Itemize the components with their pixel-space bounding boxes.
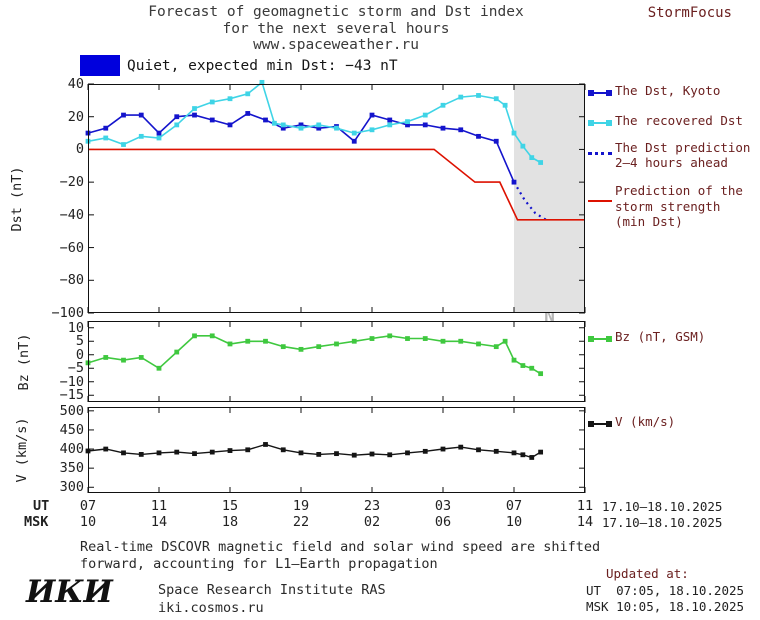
y-tick-label: 20 — [67, 108, 84, 125]
msk-tick-label: 06 — [434, 514, 452, 530]
axis-ticks — [87, 83, 586, 314]
legend-storm-line2: storm strength — [615, 199, 721, 214]
axis-ticks — [87, 321, 586, 402]
y-tick-label: 40 — [67, 76, 84, 92]
recovered-dst-legend-swatch — [588, 119, 612, 127]
v-legend-swatch — [588, 420, 612, 428]
y-tick-label: −10 — [59, 373, 84, 390]
footer-note-line1: Real-time DSCOVR magnetic field and sola… — [80, 539, 601, 555]
y-tick-label: 350 — [59, 460, 84, 477]
msk-tick-label: 14 — [150, 514, 168, 530]
msk-date-range: 17.10–18.10.2025 — [602, 515, 723, 530]
panel-border — [88, 321, 585, 402]
page-title: Forecast of geomagnetic storm and Dst in… — [106, 4, 566, 54]
ut-tick-label: 19 — [292, 498, 310, 514]
msk-tick-label: 02 — [363, 514, 381, 530]
legend-storm-line3: (min Dst) — [615, 214, 683, 229]
legend-dst-prediction-line2: 2–4 hours ahead — [615, 155, 728, 170]
y-tick-label: 10 — [67, 319, 84, 336]
legend-v: V (km/s) — [615, 414, 676, 429]
msk-tick-label: 22 — [292, 514, 310, 530]
y-tick-label: −80 — [59, 272, 84, 289]
v-axis-label: V (km/s) — [14, 417, 30, 483]
msk-tick-label: 14 — [576, 514, 594, 530]
legend-dst-kyoto: The Dst, Kyoto — [615, 83, 721, 98]
msk-tick-label: 18 — [221, 514, 239, 530]
title-line-2: for the next several hours — [222, 20, 450, 37]
axis-ticks — [87, 407, 586, 493]
y-tick-label: 0 — [75, 346, 84, 363]
series-solar-wind-speed — [85, 442, 544, 460]
dst-axis-label: Dst (nT) — [9, 166, 25, 232]
brand-label: StormFocus — [647, 5, 732, 21]
footer-note-line2: forward, accounting for L1–Earth propaga… — [80, 556, 438, 572]
updated-msk: MSK 10:05, 18.10.2025 — [586, 599, 745, 614]
title-line-1: Forecast of geomagnetic storm and Dst in… — [148, 4, 524, 20]
panel-border — [88, 84, 585, 313]
msk-tick-label: 10 — [79, 514, 97, 530]
bz-legend-swatch — [588, 335, 612, 343]
series-recovered-dst — [85, 79, 544, 165]
msk-tick-label: 10 — [505, 514, 523, 530]
dst-kyoto-legend-swatch — [588, 89, 612, 97]
y-tick-label: −40 — [59, 206, 84, 223]
iki-logo: ИКИ — [26, 574, 113, 610]
ut-tick-label: 23 — [363, 498, 381, 514]
ut-tick-label: 07 — [79, 498, 97, 514]
y-tick-label: 0 — [75, 141, 84, 158]
ut-tick-label: 03 — [434, 498, 452, 514]
y-tick-label: −15 — [59, 387, 84, 404]
ut-date-range: 17.10–18.10.2025 — [602, 499, 723, 514]
institute-site: iki.cosmos.ru — [158, 600, 264, 616]
panel-bz — [85, 321, 586, 402]
updated-ut: UT 07:05, 18.10.2025 — [586, 583, 745, 598]
title-line-3: www.spaceweather.ru — [253, 37, 419, 53]
quiet-status-swatch — [80, 55, 120, 76]
series-bz-gsm — [85, 333, 544, 377]
legend-storm-line1: Prediction of the — [615, 183, 743, 198]
y-tick-label: 5 — [75, 333, 84, 350]
y-tick-label: −60 — [59, 239, 84, 256]
ut-axis-prefix: UT — [33, 498, 50, 514]
bz-axis-label: Bz (nT) — [16, 333, 32, 391]
dst-prediction-legend-swatch — [588, 149, 612, 157]
msk-axis-prefix: MSK — [24, 514, 49, 530]
y-tick-label: 400 — [59, 441, 84, 458]
ut-tick-label: 11 — [150, 498, 168, 514]
legend-dst-prediction-line1: The Dst prediction — [615, 140, 751, 155]
ut-tick-label: 15 — [221, 498, 239, 514]
panel-dst — [85, 79, 586, 314]
legend-bz: Bz (nT, GSM) — [615, 329, 706, 344]
quiet-status-text: Quiet, expected min Dst: −43 nT — [127, 58, 398, 74]
y-tick-label: 300 — [59, 479, 84, 496]
y-tick-label: 500 — [59, 402, 84, 419]
y-tick-label: 450 — [59, 421, 84, 438]
y-tick-label: −100 — [51, 305, 84, 321]
y-tick-label: −5 — [67, 360, 84, 377]
series-dst-kyoto — [85, 111, 517, 185]
series-storm-strength — [88, 148, 585, 221]
panel-border — [88, 407, 585, 493]
updated-at-label: Updated at: — [606, 566, 689, 581]
y-tick-label: −20 — [59, 174, 84, 191]
panel-v — [85, 407, 586, 493]
prediction-zone — [514, 84, 585, 313]
ut-tick-label: 07 — [505, 498, 523, 514]
ut-tick-label: 11 — [576, 498, 594, 514]
storm-strength-legend-swatch — [588, 197, 612, 205]
institute-name: Space Research Institute RAS — [158, 582, 386, 598]
legend-recovered-dst: The recovered Dst — [615, 113, 743, 128]
